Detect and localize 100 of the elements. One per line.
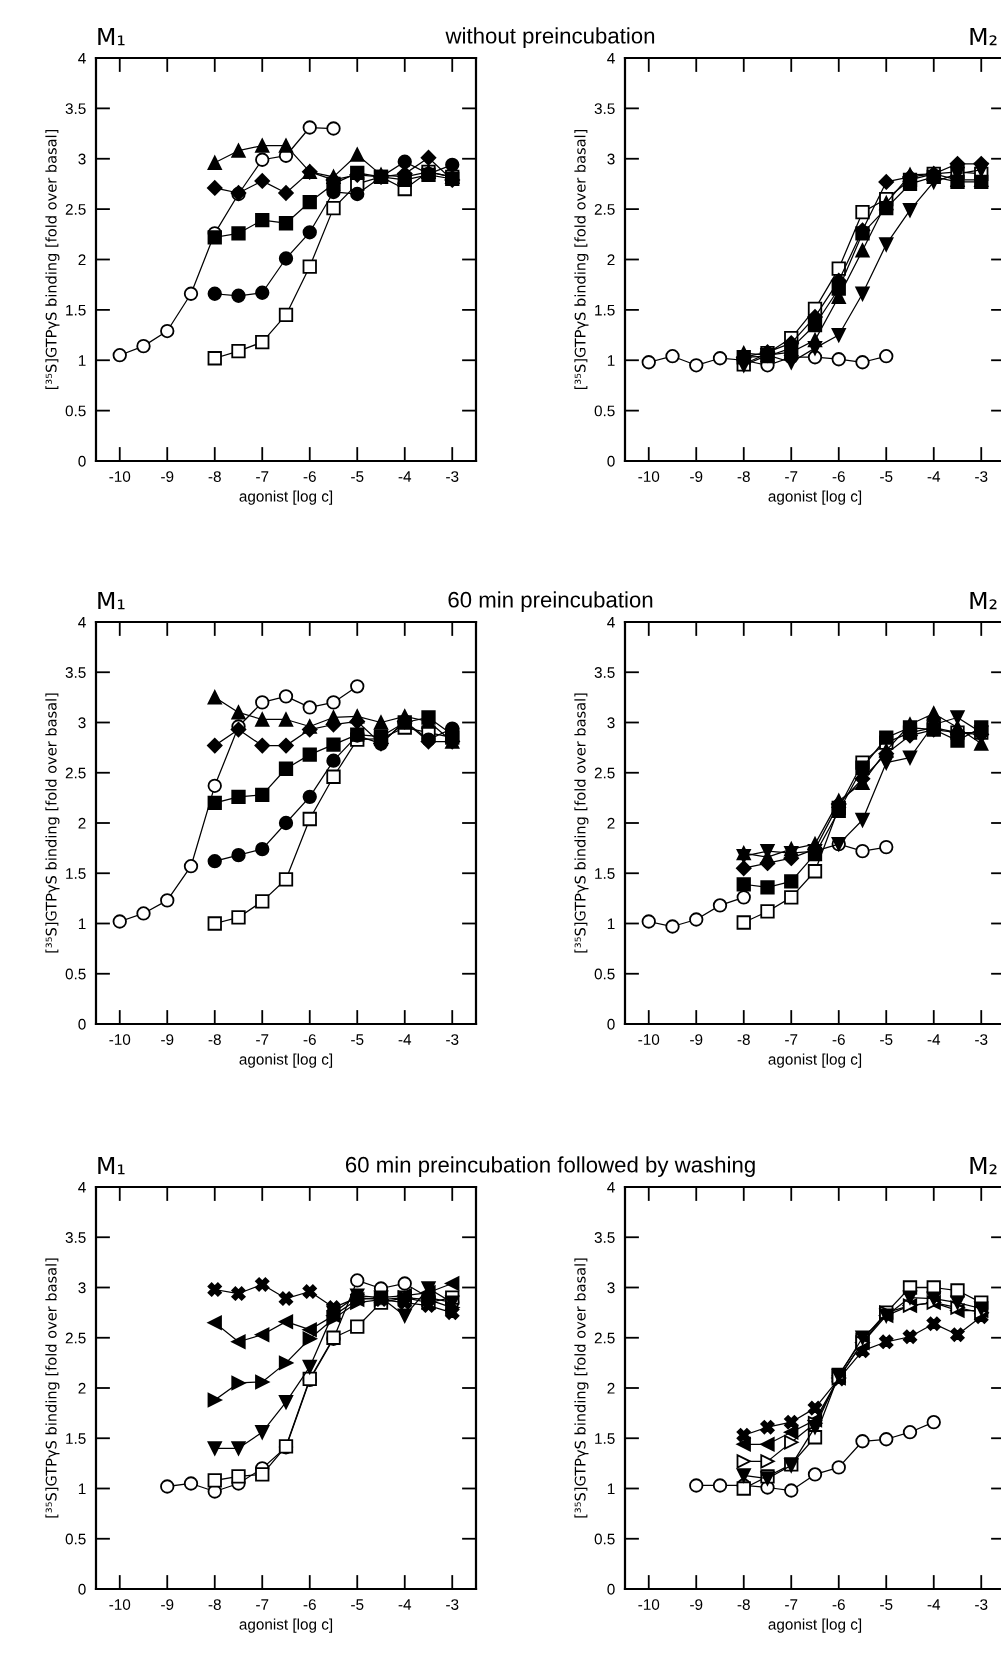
- x-axis-title: agonist [log c]: [768, 1618, 862, 1633]
- text: 60 min preincubation followed by washing: [345, 1156, 755, 1177]
- y-tick-label: 1: [78, 918, 86, 930]
- x-tick-label: -6: [303, 471, 316, 482]
- x-tick-label: -9: [161, 471, 174, 482]
- chart-title: M₂: [970, 1156, 997, 1175]
- y-tick-label: 3: [607, 153, 615, 165]
- y-tick-label: 2: [78, 1382, 86, 1394]
- x-tick-label: -8: [737, 471, 750, 482]
- x-axis-title: agonist [log c]: [239, 1618, 333, 1633]
- x-tick-label: -4: [927, 471, 941, 482]
- x-tick-label: -3: [975, 1034, 988, 1045]
- y-tick-label: 0.5: [594, 405, 615, 417]
- y-tick-label: 3: [607, 1282, 615, 1294]
- y-tick-label: 3.5: [594, 103, 615, 115]
- y-tick-label: 4: [607, 53, 615, 64]
- x-tick-label: -10: [109, 1599, 131, 1610]
- y-tick-label: 1.5: [595, 868, 615, 879]
- x-tick-label: -7: [256, 1599, 269, 1610]
- y-axis-title: [³⁵S]GTPγS binding [fold over basal]: [574, 129, 589, 390]
- y-tick-label: 1: [607, 1483, 615, 1495]
- y-tick-label: 3.5: [65, 103, 86, 115]
- y-tick-label: 3.5: [65, 667, 86, 678]
- y-tick-label: 0: [607, 1018, 615, 1030]
- y-tick-label: 3.5: [594, 667, 615, 678]
- y-tick-label: 1.5: [66, 304, 86, 316]
- y-tick-label: 1.5: [595, 304, 615, 316]
- x-tick-label: -8: [737, 1034, 750, 1045]
- y-tick-label: 2: [607, 817, 615, 829]
- y-tick-label: 0: [78, 1583, 86, 1595]
- x-tick-label: -7: [256, 471, 269, 482]
- x-tick-label: -10: [638, 471, 660, 482]
- chart-title: M₁: [98, 1156, 125, 1175]
- y-tick-label: 2: [78, 817, 86, 829]
- x-tick-label: -8: [208, 1034, 221, 1045]
- chart-title: M₁: [98, 591, 125, 610]
- y-tick-label: 0.5: [65, 1533, 86, 1545]
- y-tick-label: 2.5: [594, 203, 615, 215]
- x-tick-label: -6: [303, 1599, 316, 1610]
- x-tick-label: -4: [927, 1599, 941, 1610]
- x-tick-label: -8: [208, 1599, 221, 1610]
- x-tick-label: -10: [109, 1034, 131, 1045]
- y-tick-label: 3: [78, 153, 86, 165]
- x-tick-label: -3: [446, 1599, 459, 1610]
- y-tick-label: 2.5: [594, 1332, 615, 1344]
- y-tick-label: 4: [607, 1182, 615, 1193]
- y-tick-label: 1.5: [66, 1433, 86, 1444]
- x-tick-label: -5: [880, 1599, 893, 1610]
- y-tick-label: 1: [78, 1483, 86, 1495]
- y-tick-label: 2: [607, 254, 615, 266]
- x-axis-title: agonist [log c]: [239, 1053, 333, 1068]
- x-tick-label: -8: [208, 471, 221, 482]
- y-tick-label: 0: [607, 455, 615, 467]
- y-tick-label: 1: [78, 355, 86, 366]
- y-axis-title: [³⁵S]GTPγS binding [fold over basal]: [574, 1258, 589, 1518]
- y-tick-label: 2.5: [65, 767, 86, 779]
- chart-title: M₁: [98, 27, 125, 46]
- x-tick-label: -5: [351, 1034, 364, 1045]
- x-tick-label: -9: [690, 1034, 703, 1045]
- x-tick-label: -6: [832, 1034, 845, 1045]
- y-tick-label: 3.5: [65, 1232, 86, 1243]
- x-tick-label: -7: [256, 1034, 269, 1045]
- x-tick-label: -9: [161, 1034, 174, 1045]
- x-tick-label: -3: [975, 1599, 988, 1610]
- x-tick-label: -9: [161, 1599, 174, 1610]
- y-tick-label: 1: [607, 355, 615, 366]
- y-tick-label: 4: [78, 53, 86, 64]
- y-tick-label: 0: [78, 1018, 86, 1030]
- x-tick-label: -7: [785, 1034, 798, 1045]
- y-axis-title: [³⁵S]GTPγS binding [fold over basal]: [574, 693, 589, 953]
- y-tick-label: 0: [78, 455, 86, 467]
- y-tick-label: 4: [78, 1182, 86, 1193]
- y-axis-title: [³⁵S]GTPγS binding [fold over basal]: [45, 1258, 60, 1518]
- x-tick-label: -10: [109, 471, 131, 482]
- x-tick-label: -10: [638, 1599, 660, 1610]
- y-tick-label: 1.5: [66, 868, 86, 879]
- y-tick-label: 3: [607, 717, 615, 729]
- y-tick-label: 3.5: [594, 1232, 615, 1243]
- x-tick-label: -8: [737, 1599, 750, 1610]
- y-tick-label: 2.5: [65, 203, 86, 215]
- x-tick-label: -4: [927, 1034, 941, 1045]
- y-tick-label: 4: [78, 617, 86, 628]
- y-tick-label: 4: [607, 617, 615, 628]
- x-tick-label: -9: [690, 471, 703, 482]
- chart-title: M₂: [970, 591, 997, 610]
- x-axis-title: agonist [log c]: [768, 490, 862, 505]
- y-tick-label: 0.5: [65, 968, 86, 980]
- x-tick-label: -6: [303, 1034, 316, 1045]
- y-tick-label: 0: [607, 1583, 615, 1595]
- y-axis-title: [³⁵S]GTPγS binding [fold over basal]: [45, 129, 60, 390]
- x-tick-label: -7: [785, 471, 798, 482]
- y-tick-label: 1.5: [595, 1433, 615, 1444]
- x-tick-label: -3: [975, 471, 988, 482]
- chart-title: M₂: [970, 27, 997, 46]
- y-tick-label: 3: [78, 717, 86, 729]
- y-axis-title: [³⁵S]GTPγS binding [fold over basal]: [45, 693, 60, 953]
- x-axis-title: agonist [log c]: [239, 490, 333, 505]
- y-tick-label: 3: [78, 1282, 86, 1294]
- y-tick-label: 2.5: [594, 767, 615, 779]
- y-tick-label: 0.5: [594, 968, 615, 980]
